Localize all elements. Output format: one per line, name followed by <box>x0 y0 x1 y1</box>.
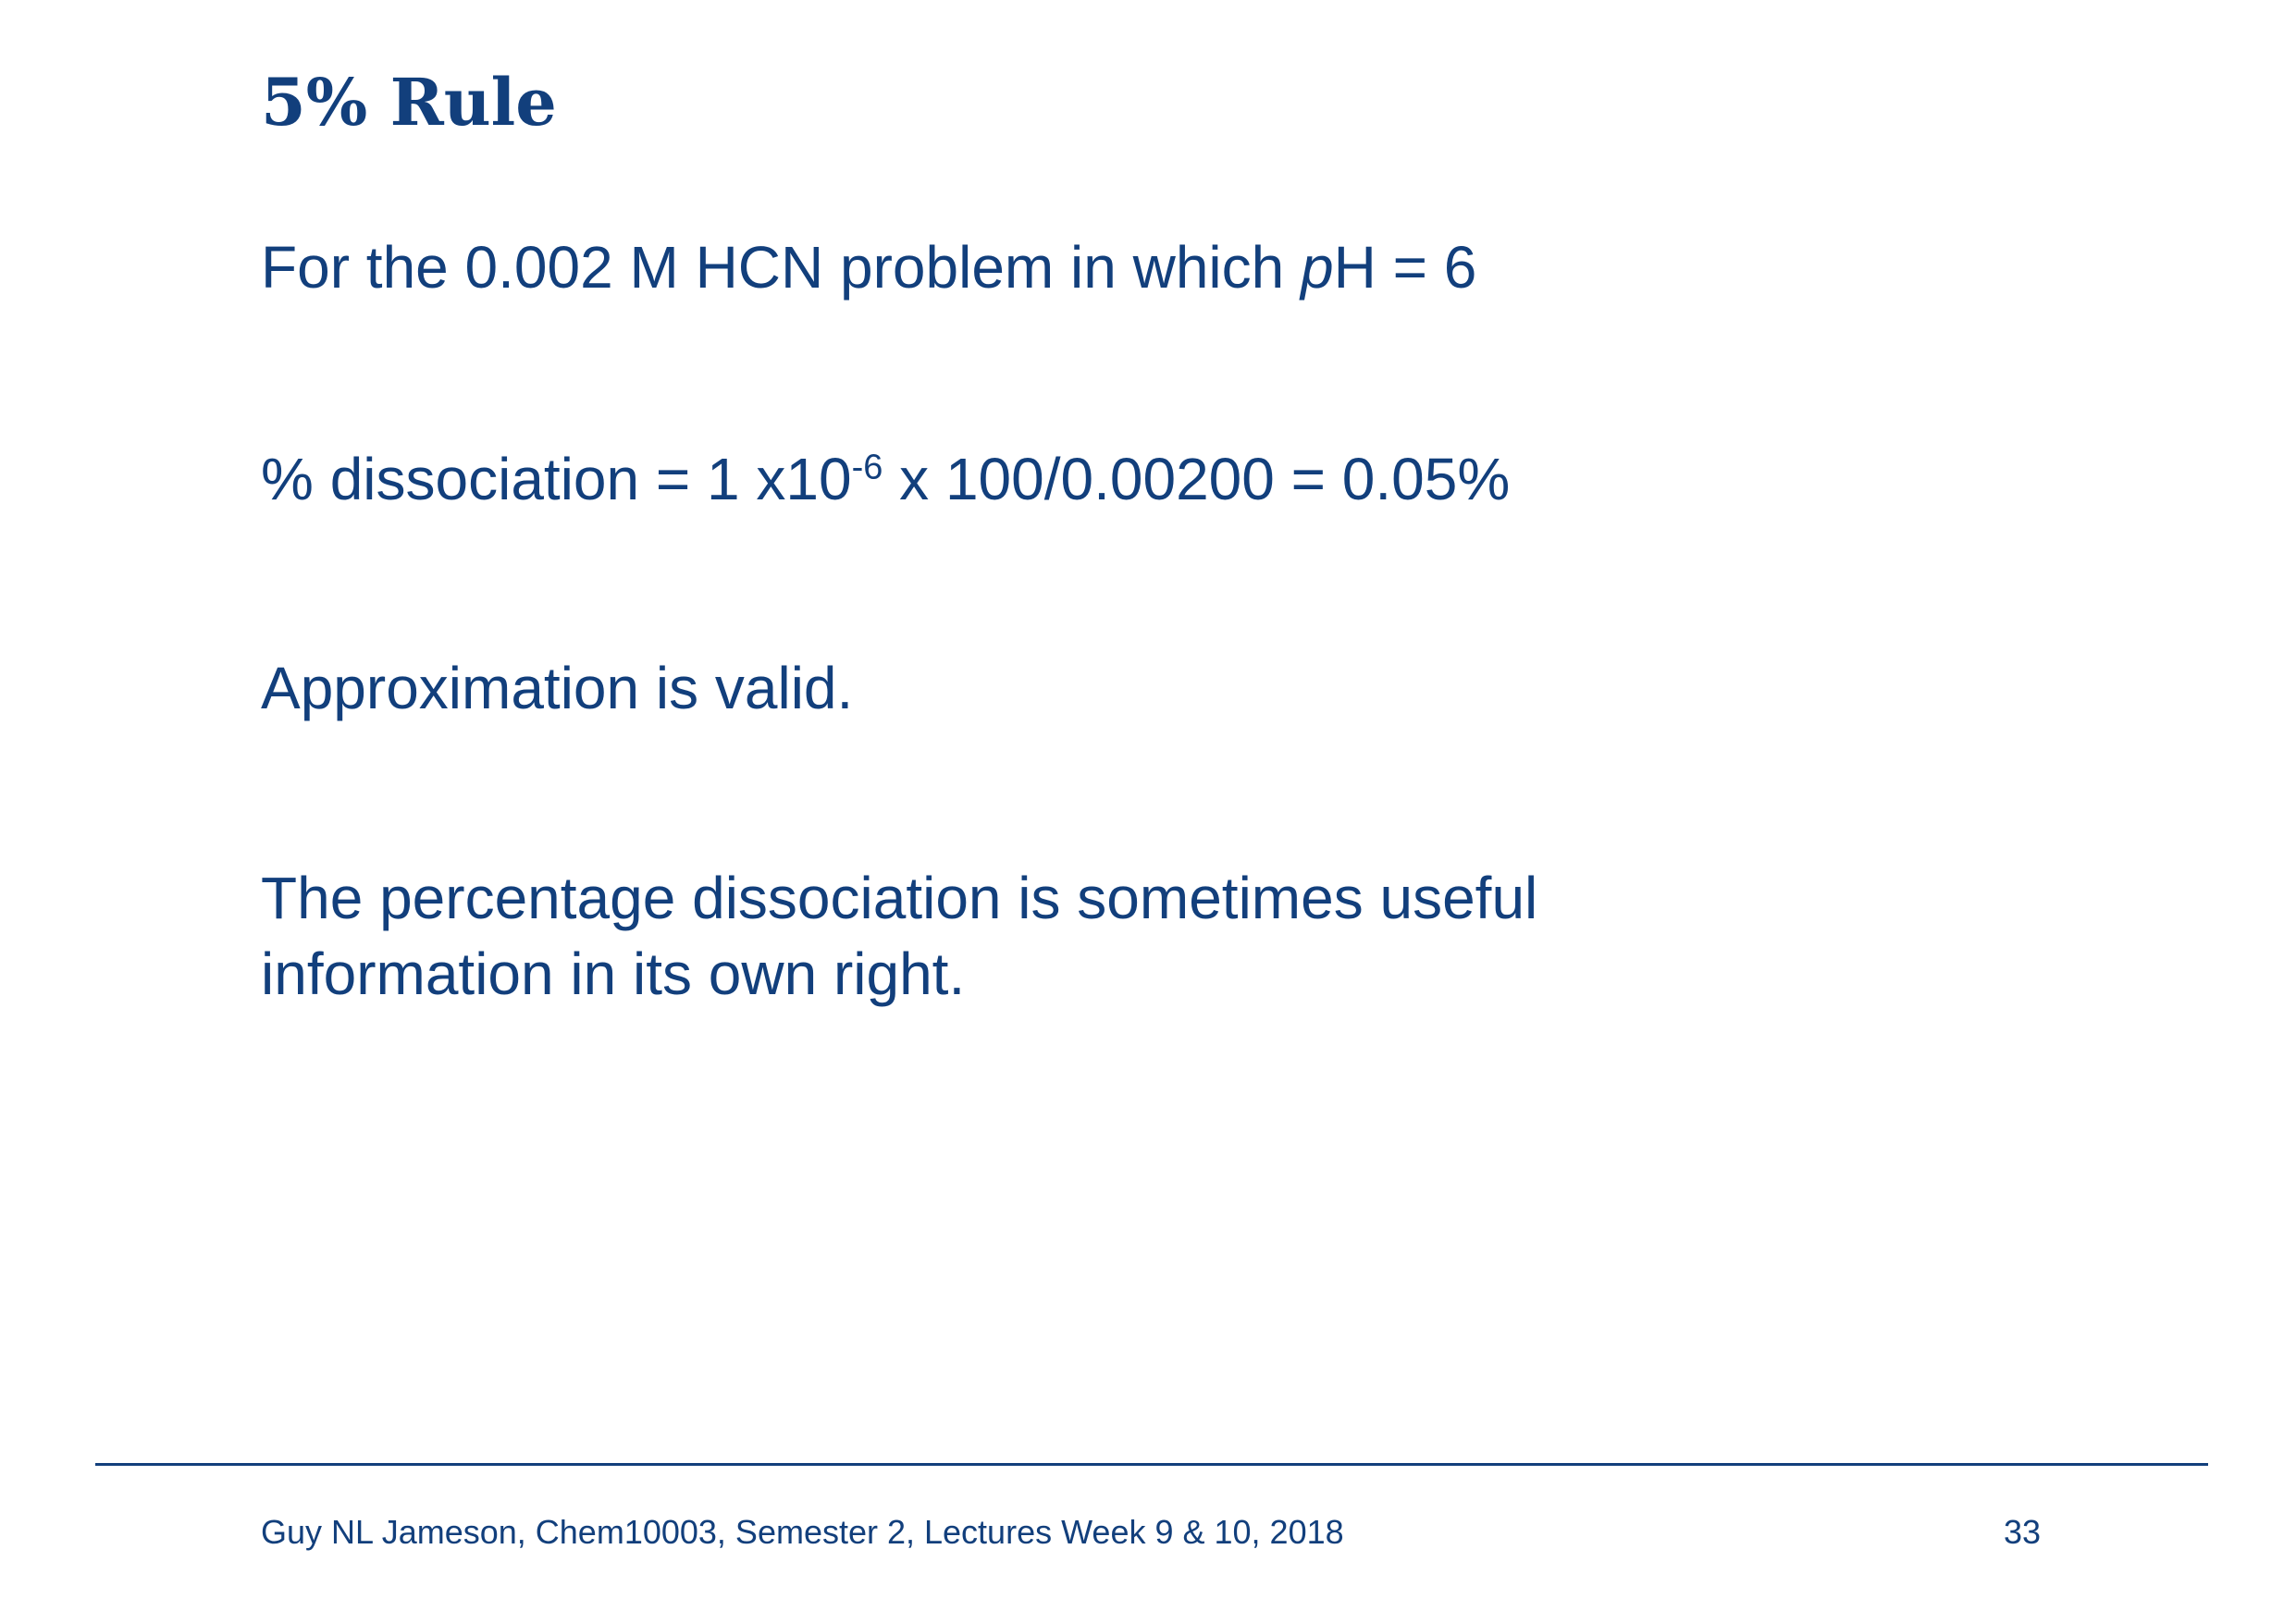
approximation-statement: Approximation is valid. <box>261 655 854 721</box>
statement-text-start: For the 0.002 M HCN problem in which <box>261 234 1301 301</box>
exponent-superscript: -6 <box>851 448 883 487</box>
page-number: 33 <box>2004 1513 2042 1551</box>
footer-credit: Guy NL Jameson, Chem10003, Semester 2, L… <box>261 1513 1344 1551</box>
dissociation-equation: % dissociation = 1 x10-6 x 100/0.00200 =… <box>261 441 1510 517</box>
equation-start: % dissociation = 1 x10 <box>261 446 852 512</box>
usefulness-statement: The percentage dissociation is sometimes… <box>261 865 1538 1007</box>
slide-title: 5% Rule <box>261 64 557 141</box>
footer-divider <box>95 1463 2208 1466</box>
hcn-problem-statement: For the 0.002 M HCN problem in which pH … <box>261 229 1476 305</box>
equation-end: x 100/0.00200 = 0.05% <box>883 446 1511 512</box>
statement-text-end: H = 6 <box>1333 234 1477 301</box>
italic-p: p <box>1301 234 1334 301</box>
